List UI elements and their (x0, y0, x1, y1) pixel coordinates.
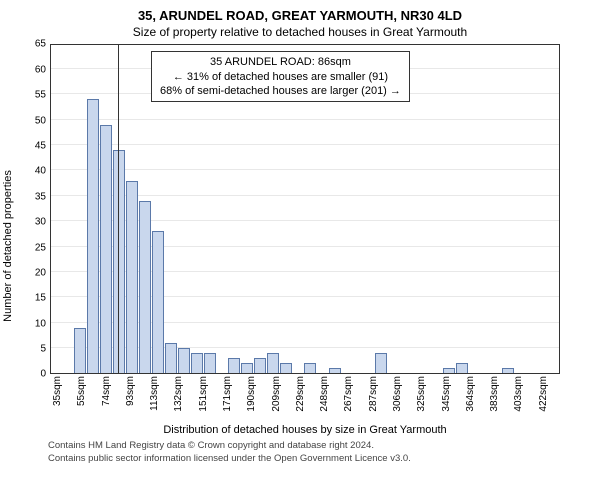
histogram-bar (178, 348, 190, 373)
y-tick-label: 30 (35, 217, 46, 228)
x-tick-label: 209sqm (271, 376, 282, 412)
x-tick-label: 55sqm (76, 376, 87, 406)
x-tick-label: 383sqm (489, 376, 500, 412)
y-tick-label: 35 (35, 191, 46, 202)
y-axis-ticks: 05101520253035404550556065 (26, 44, 50, 374)
y-tick-label: 25 (35, 242, 46, 253)
footer-line1: Contains HM Land Registry data © Crown c… (48, 440, 592, 452)
x-tick-label: 325sqm (416, 376, 427, 412)
histogram-bar (139, 201, 151, 374)
annotation-box: 35 ARUNDEL ROAD: 86sqm ← 31% of detached… (151, 51, 410, 102)
footer-attribution: Contains HM Land Registry data © Crown c… (8, 440, 592, 465)
x-tick-label: 403sqm (513, 376, 524, 412)
histogram-bar (204, 353, 216, 373)
x-tick-label: 422sqm (538, 376, 549, 412)
x-tick-label: 151sqm (198, 376, 209, 412)
y-tick-label: 40 (35, 166, 46, 177)
histogram-bar (191, 353, 203, 373)
histogram-bar (329, 368, 341, 373)
plot-region: 35 ARUNDEL ROAD: 86sqm ← 31% of detached… (50, 44, 560, 374)
plot-outer: 35 ARUNDEL ROAD: 86sqm ← 31% of detached… (50, 44, 592, 436)
chart-area: Number of detached properties 0 5 10 15 20 25… (8, 44, 592, 436)
x-tick-label: 171sqm (222, 376, 233, 412)
histogram-bar (456, 363, 468, 373)
y-axis-label-wrap: Number of detached properties (8, 44, 26, 436)
reference-marker-line (118, 45, 119, 373)
title-line2: Size of property relative to detached ho… (8, 25, 592, 41)
y-tick-label: 15 (35, 293, 46, 304)
histogram-bar (74, 328, 86, 374)
histogram-bar (165, 343, 177, 373)
x-tick-label: 364sqm (465, 376, 476, 412)
x-tick-label: 35sqm (52, 376, 63, 406)
y-tick-label: 65 (35, 39, 46, 50)
histogram-bar (375, 353, 387, 373)
x-tick-label: 93sqm (125, 376, 136, 406)
histogram-bar (280, 363, 292, 373)
x-axis-ticks: 35sqm 55sqm 74sqm 93sqm 113sqm 132sqm 151sqm 17… (50, 374, 560, 422)
x-tick-label: 132sqm (173, 376, 184, 412)
x-tick-label: 74sqm (101, 376, 112, 406)
histogram-bar (126, 181, 138, 374)
y-tick-label: 5 (40, 344, 46, 355)
histogram-bar (100, 125, 112, 374)
y-tick-label: 50 (35, 115, 46, 126)
histogram-bar (152, 231, 164, 373)
histogram-bar (241, 363, 253, 373)
y-tick-label: 0 (40, 369, 46, 380)
x-tick-label: 229sqm (295, 376, 306, 412)
y-tick-label: 55 (35, 90, 46, 101)
x-tick-label: 248sqm (319, 376, 330, 412)
histogram-bar (254, 358, 266, 373)
x-tick-label: 345sqm (441, 376, 452, 412)
histogram-bar (87, 99, 99, 373)
x-axis-label: Distribution of detached houses by size … (50, 424, 560, 436)
histogram-bar (228, 358, 240, 373)
y-tick-label: 10 (35, 318, 46, 329)
histogram-bar (502, 368, 514, 373)
x-tick-label: 267sqm (343, 376, 354, 412)
x-tick-label: 306sqm (392, 376, 403, 412)
x-tick-label: 113sqm (149, 376, 160, 411)
y-tick-label: 20 (35, 267, 46, 278)
histogram-bar (443, 368, 455, 373)
annotation-line2: ← 31% of detached houses are smaller (91… (160, 70, 401, 84)
y-tick-label: 45 (35, 141, 46, 152)
annotation-line3: 68% of semi-detached houses are larger (… (160, 84, 401, 98)
title-line1: 35, ARUNDEL ROAD, GREAT YARMOUTH, NR30 4… (8, 8, 592, 25)
footer-line2: Contains public sector information licen… (48, 453, 592, 465)
y-tick-label: 60 (35, 64, 46, 75)
histogram-bar (267, 353, 279, 373)
annotation-line1: 35 ARUNDEL ROAD: 86sqm (160, 55, 401, 69)
x-tick-label: 287sqm (368, 376, 379, 412)
chart-title-block: 35, ARUNDEL ROAD, GREAT YARMOUTH, NR30 4… (8, 8, 592, 40)
y-axis-label: Number of detached properties (2, 171, 14, 323)
x-tick-label: 190sqm (246, 376, 257, 412)
histogram-bar (304, 363, 316, 373)
